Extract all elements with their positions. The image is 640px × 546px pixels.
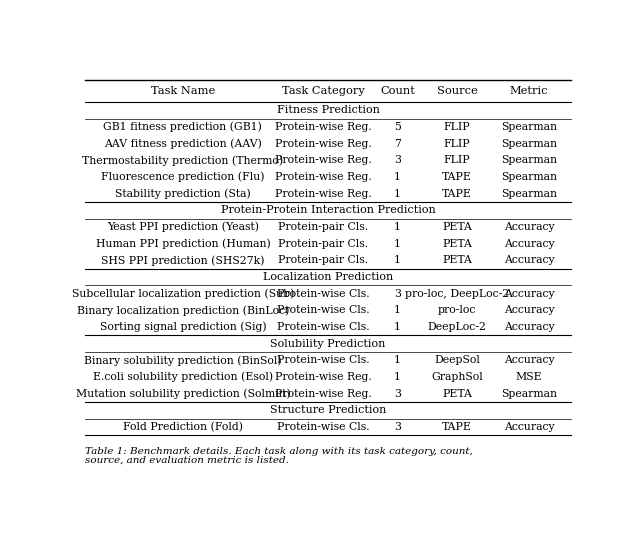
Text: PETA: PETA [442, 222, 472, 232]
Text: Accuracy: Accuracy [504, 322, 554, 332]
Text: Task Name: Task Name [151, 86, 215, 96]
Text: Protein-wise Reg.: Protein-wise Reg. [275, 189, 371, 199]
Text: TAPE: TAPE [442, 189, 472, 199]
Text: Accuracy: Accuracy [504, 256, 554, 265]
Text: FLIP: FLIP [444, 156, 470, 165]
Text: GB1 fitness prediction (GB1): GB1 fitness prediction (GB1) [104, 122, 262, 132]
Text: Protein-Protein Interaction Prediction: Protein-Protein Interaction Prediction [221, 205, 435, 216]
Text: Protein-pair Cls.: Protein-pair Cls. [278, 239, 368, 249]
Text: Structure Prediction: Structure Prediction [270, 406, 386, 416]
Text: TAPE: TAPE [442, 422, 472, 432]
Text: AAV fitness prediction (AAV): AAV fitness prediction (AAV) [104, 139, 262, 149]
Text: Protein-wise Cls.: Protein-wise Cls. [276, 322, 369, 332]
Text: Count: Count [380, 86, 415, 96]
Text: PETA: PETA [442, 239, 472, 249]
Text: Human PPI prediction (Human): Human PPI prediction (Human) [95, 239, 270, 249]
Text: Accuracy: Accuracy [504, 239, 554, 249]
Text: Yeast PPI prediction (Yeast): Yeast PPI prediction (Yeast) [107, 222, 259, 233]
Text: 5: 5 [394, 122, 401, 132]
Text: Table 1: Benchmark details. Each task along with its task category, count,: Table 1: Benchmark details. Each task al… [85, 447, 473, 455]
Text: 3: 3 [394, 422, 401, 432]
Text: FLIP: FLIP [444, 122, 470, 132]
Text: Protein-pair Cls.: Protein-pair Cls. [278, 256, 368, 265]
Text: source, and evaluation metric is listed.: source, and evaluation metric is listed. [85, 455, 289, 465]
Text: 1: 1 [394, 256, 401, 265]
Text: Mutation solubility prediction (Solmut): Mutation solubility prediction (Solmut) [76, 389, 291, 399]
Text: 1: 1 [394, 322, 401, 332]
Text: DeepLoc-2: DeepLoc-2 [428, 322, 486, 332]
Text: Thermostability prediction (Thermo): Thermostability prediction (Thermo) [83, 155, 284, 165]
Text: 1: 1 [394, 222, 401, 232]
Text: Fluorescence prediction (Flu): Fluorescence prediction (Flu) [101, 172, 265, 182]
Text: 3: 3 [394, 389, 401, 399]
Text: GraphSol: GraphSol [431, 372, 483, 382]
Text: 1: 1 [394, 172, 401, 182]
Text: Subcellular localization prediction (Sub): Subcellular localization prediction (Sub… [72, 288, 294, 299]
Text: Accuracy: Accuracy [504, 355, 554, 365]
Text: Protein-wise Reg.: Protein-wise Reg. [275, 122, 371, 132]
Text: SHS PPI prediction (SHS27k): SHS PPI prediction (SHS27k) [101, 255, 265, 266]
Text: Protein-wise Reg.: Protein-wise Reg. [275, 156, 371, 165]
Text: 1: 1 [394, 372, 401, 382]
Text: MSE: MSE [516, 372, 542, 382]
Text: Localization Prediction: Localization Prediction [263, 272, 393, 282]
Text: Sorting signal prediction (Sig): Sorting signal prediction (Sig) [100, 322, 266, 333]
Text: 1: 1 [394, 305, 401, 316]
Text: Protein-wise Reg.: Protein-wise Reg. [275, 372, 371, 382]
Text: Protein-wise Reg.: Protein-wise Reg. [275, 139, 371, 149]
Text: E.coli solubility prediction (Esol): E.coli solubility prediction (Esol) [93, 372, 273, 382]
Text: Solubility Prediction: Solubility Prediction [270, 339, 386, 349]
Text: Accuracy: Accuracy [504, 305, 554, 316]
Text: Spearman: Spearman [501, 139, 557, 149]
Text: Protein-wise Cls.: Protein-wise Cls. [276, 355, 369, 365]
Text: Protein-pair Cls.: Protein-pair Cls. [278, 222, 368, 232]
Text: 3: 3 [394, 156, 401, 165]
Text: Protein-wise Reg.: Protein-wise Reg. [275, 389, 371, 399]
Text: TAPE: TAPE [442, 172, 472, 182]
Text: Accuracy: Accuracy [504, 289, 554, 299]
Text: Metric: Metric [509, 86, 548, 96]
Text: Fold Prediction (Fold): Fold Prediction (Fold) [123, 422, 243, 432]
Text: PETA: PETA [442, 389, 472, 399]
Text: 3: 3 [394, 289, 401, 299]
Text: Task Category: Task Category [282, 86, 364, 96]
Text: Spearman: Spearman [501, 172, 557, 182]
Text: Accuracy: Accuracy [504, 222, 554, 232]
Text: Spearman: Spearman [501, 189, 557, 199]
Text: Binary localization prediction (BinLoc): Binary localization prediction (BinLoc) [77, 305, 289, 316]
Text: Source: Source [436, 86, 477, 96]
Text: Binary solubility prediction (BinSol): Binary solubility prediction (BinSol) [84, 355, 282, 366]
Text: PETA: PETA [442, 256, 472, 265]
Text: 1: 1 [394, 189, 401, 199]
Text: DeepSol: DeepSol [434, 355, 480, 365]
Text: Protein-wise Reg.: Protein-wise Reg. [275, 172, 371, 182]
Text: pro-loc: pro-loc [438, 305, 476, 316]
Text: 1: 1 [394, 239, 401, 249]
Text: Fitness Prediction: Fitness Prediction [276, 105, 380, 115]
Text: Protein-wise Cls.: Protein-wise Cls. [276, 305, 369, 316]
Text: pro-loc, DeepLoc-2: pro-loc, DeepLoc-2 [405, 289, 509, 299]
Text: Spearman: Spearman [501, 389, 557, 399]
Text: Accuracy: Accuracy [504, 422, 554, 432]
Text: Protein-wise Cls.: Protein-wise Cls. [276, 422, 369, 432]
Text: Stability prediction (Sta): Stability prediction (Sta) [115, 188, 251, 199]
Text: Spearman: Spearman [501, 156, 557, 165]
Text: FLIP: FLIP [444, 139, 470, 149]
Text: 1: 1 [394, 355, 401, 365]
Text: 7: 7 [394, 139, 401, 149]
Text: Spearman: Spearman [501, 122, 557, 132]
Text: Protein-wise Cls.: Protein-wise Cls. [276, 289, 369, 299]
